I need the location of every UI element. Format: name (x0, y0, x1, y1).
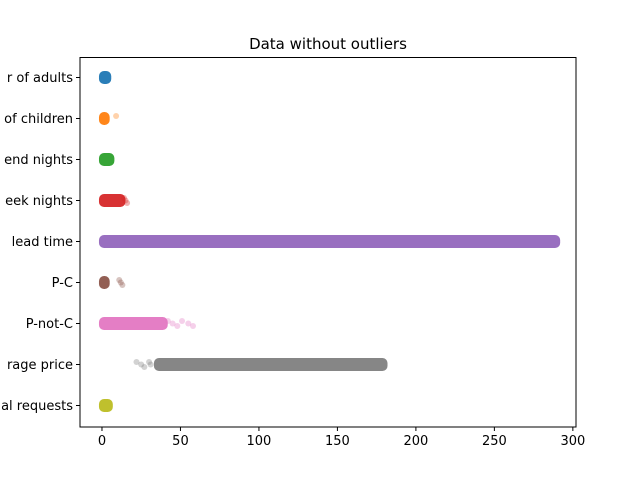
y-tick-label: eek nights (5, 194, 73, 209)
x-axis: 0 50 100 150 200 250 300 (98, 427, 585, 449)
strip-point (117, 279, 124, 286)
strip-band (153, 358, 388, 371)
x-tick-label: 50 (172, 434, 189, 449)
strip-series (98, 194, 131, 207)
strip-series (98, 399, 113, 412)
strip-series (98, 317, 197, 330)
strip-point (141, 364, 148, 370)
strip-point (116, 277, 123, 283)
y-tick-label: end nights (4, 153, 73, 168)
strip-series (98, 112, 120, 125)
strip-point (185, 320, 192, 327)
strip-point (146, 359, 153, 365)
x-tick-label: 250 (482, 434, 507, 449)
y-tick-label: rage price (7, 358, 73, 373)
y-tick-label: r of adults (7, 71, 73, 86)
strip-band (98, 399, 113, 412)
strip-point (122, 197, 129, 204)
strip-band (98, 153, 115, 166)
strip-band (98, 194, 126, 207)
strip-series (98, 153, 115, 166)
strip-point (138, 361, 145, 368)
y-tick-label: al requests (1, 399, 73, 414)
x-tick-label: 100 (247, 434, 272, 449)
x-tick-label: 0 (98, 434, 106, 449)
strip-band (98, 276, 110, 289)
plot-area (98, 71, 561, 412)
strip-series (133, 358, 388, 371)
strip-point (190, 323, 197, 329)
strip-point (133, 359, 140, 365)
strip-point (113, 113, 120, 119)
strip-series (98, 276, 126, 289)
strip-point (179, 318, 186, 324)
strip-point (169, 320, 176, 327)
x-tick-label: 300 (560, 434, 585, 449)
strip-point (119, 282, 126, 288)
x-tick-label: 150 (325, 434, 350, 449)
axes-frame (79, 57, 577, 428)
y-tick-label: lead time (12, 235, 73, 250)
strip-band (98, 112, 110, 125)
chart-title: Data without outliers (249, 35, 407, 53)
strip-series (98, 235, 561, 248)
strip-point (164, 318, 171, 324)
y-tick-label: P-C (52, 276, 73, 291)
y-tick-label: of children (4, 112, 73, 127)
strip-band (98, 235, 561, 248)
strip-point (124, 200, 131, 206)
strip-band (98, 317, 168, 330)
strip-point (174, 323, 181, 329)
strip-point (147, 361, 154, 368)
x-tick-label: 200 (403, 434, 428, 449)
y-tick-label: P-not-C (26, 317, 73, 332)
strip-band (98, 71, 112, 84)
strip-point (120, 195, 127, 201)
strip-series (98, 71, 112, 84)
y-axis: r of adults of children end nights eek nigh… (1, 71, 80, 414)
